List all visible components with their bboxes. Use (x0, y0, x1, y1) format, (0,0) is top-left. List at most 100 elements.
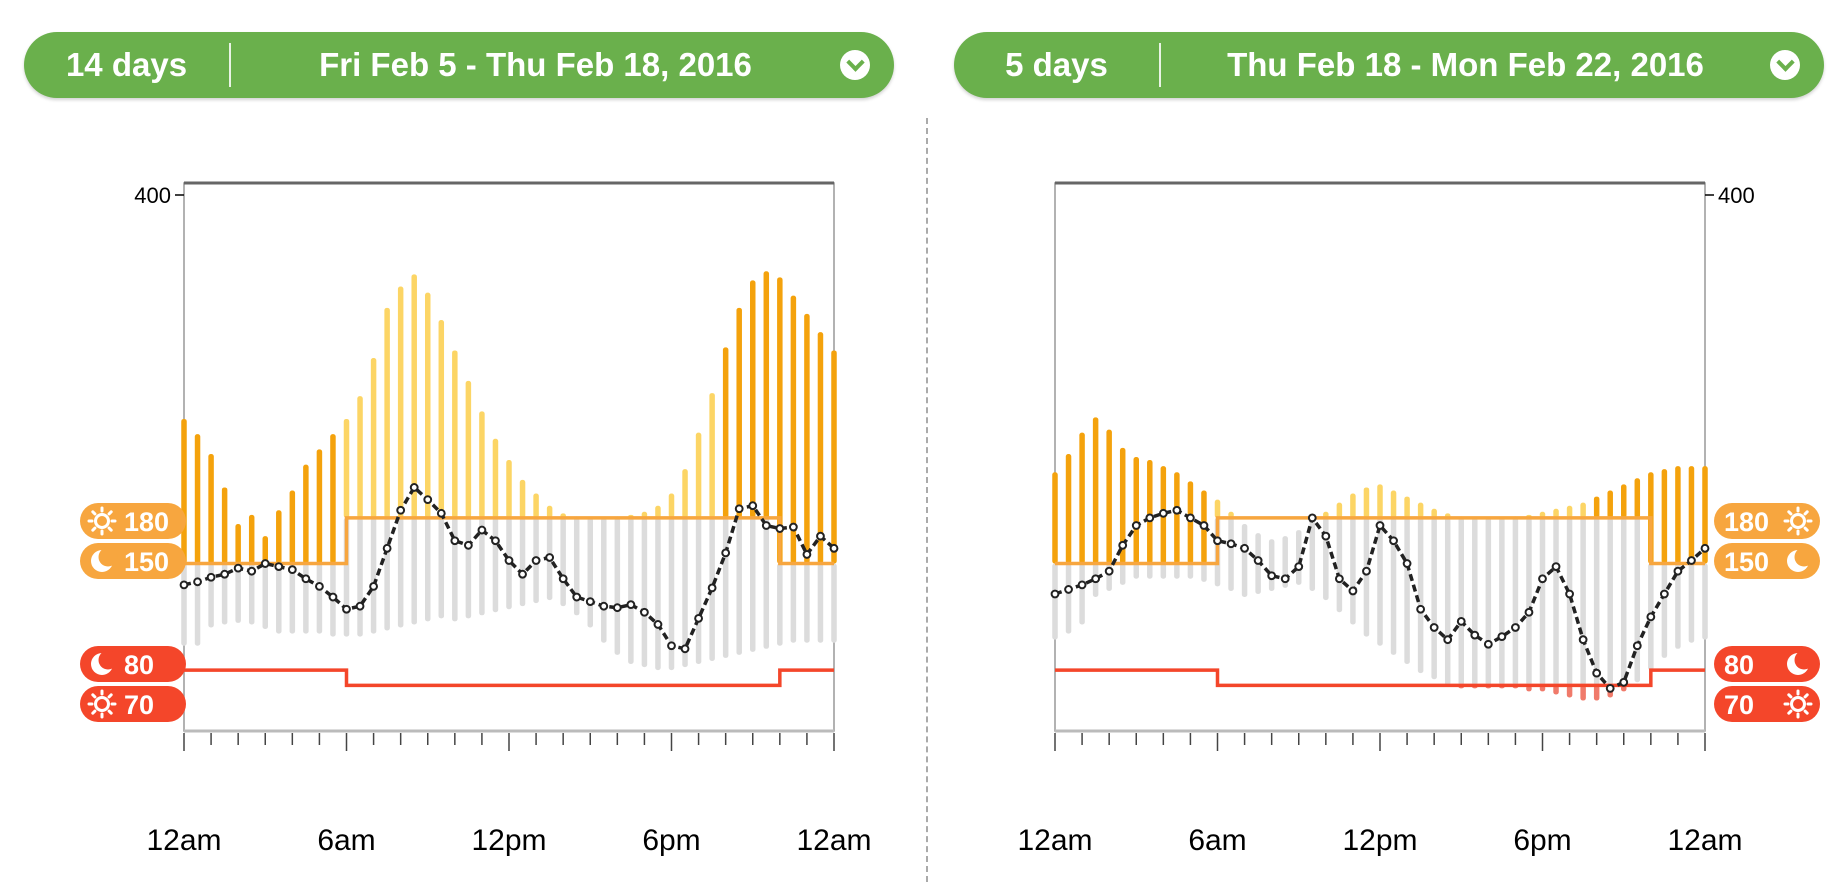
bar-high (303, 464, 309, 564)
median-point (436, 508, 446, 518)
bar-in-range (831, 563, 837, 643)
bar-high (357, 396, 363, 518)
moon-icon (1787, 650, 1814, 675)
high-night-threshold-pill: 150 (1714, 543, 1820, 579)
bar-high (262, 536, 268, 564)
median-point (247, 566, 257, 576)
bar-in-range (1160, 563, 1167, 579)
bar-in-range (1675, 563, 1681, 649)
bar-in-range (695, 517, 702, 665)
bar-high (655, 505, 661, 518)
median-point (301, 574, 311, 584)
bar-high (397, 286, 404, 518)
bar-high (438, 320, 445, 518)
bar-high (533, 493, 539, 518)
bar-high (1350, 493, 1356, 518)
threshold-value: 70 (1724, 690, 1754, 720)
chevron-down-icon[interactable] (1770, 50, 1800, 80)
high-target-line (184, 516, 834, 566)
bar-in-range (1580, 517, 1586, 686)
bar-high (194, 434, 201, 564)
median-point (653, 620, 663, 629)
bar-high (1607, 490, 1613, 518)
bar-in-range (1458, 517, 1464, 686)
median-point (1321, 531, 1331, 541)
x-tick-label: 12pm (1342, 824, 1417, 857)
bar-in-range (1133, 563, 1139, 579)
date-range-label: Thu Feb 18 - Mon Feb 22, 2016 (1227, 46, 1704, 83)
x-tick-label: 6pm (642, 824, 700, 857)
bar-in-range (1431, 517, 1437, 680)
median-point (1348, 586, 1358, 596)
moon-icon (91, 650, 118, 675)
x-tick-label: 12am (1667, 824, 1742, 857)
bar-low (1593, 685, 1600, 701)
median-point (1213, 536, 1222, 546)
bar-in-range (1539, 517, 1546, 686)
bar-in-range (790, 563, 797, 643)
bar-high (370, 358, 377, 518)
threshold-value: 80 (124, 650, 154, 680)
median-point (1443, 635, 1453, 645)
bar-high (722, 347, 729, 518)
median-point (409, 483, 419, 492)
bar-high (384, 307, 390, 518)
bar-high (817, 332, 824, 564)
bar-high (1214, 499, 1221, 518)
bar-high (1390, 490, 1397, 518)
bar-high (1566, 505, 1573, 518)
median-point (734, 504, 744, 514)
bar-in-range (763, 517, 770, 649)
median-point (504, 556, 514, 565)
median-point (1131, 521, 1141, 530)
median-point (342, 604, 351, 614)
median-point (748, 501, 758, 511)
threshold-value: 180 (1724, 507, 1769, 537)
bar-high (546, 505, 553, 518)
date-range-header[interactable]: 5 days Thu Feb 18 - Mon Feb 22, 2016 (954, 32, 1824, 98)
median-point (1253, 556, 1263, 565)
days-label: 14 days (65, 46, 188, 83)
bar-in-range (276, 563, 282, 634)
x-tick-label: 12am (146, 824, 221, 857)
bar-in-range (1052, 563, 1058, 640)
median-point (315, 581, 324, 591)
median-point (802, 550, 812, 559)
bar-in-range (587, 517, 593, 628)
median-point (1632, 641, 1642, 651)
bar-in-range (1309, 520, 1316, 591)
bar-high (1377, 484, 1383, 518)
bar-in-range (1444, 517, 1451, 686)
median-point (274, 562, 284, 571)
date-range-header[interactable]: 14 days Fri Feb 5 - Thu Feb 18, 2016 (24, 32, 894, 98)
median-point (382, 543, 392, 553)
bar-in-range (601, 517, 607, 643)
bar-high (1147, 460, 1153, 564)
bar-in-range (641, 517, 648, 668)
bar-high (668, 493, 675, 518)
median-point (1700, 543, 1710, 553)
bar-in-range (1417, 517, 1424, 674)
threshold-value: 180 (124, 507, 169, 537)
median-point (1172, 505, 1182, 515)
low-night-threshold-pill: 80 (1714, 646, 1820, 682)
bar-in-range (492, 517, 499, 613)
chevron-down-icon[interactable] (840, 50, 870, 80)
median-point (1118, 540, 1128, 550)
bar-high (519, 479, 526, 518)
median-point (612, 603, 622, 613)
median-point (558, 574, 568, 584)
bar-in-range (1268, 539, 1275, 591)
bar-in-range (1702, 563, 1708, 640)
bar-in-range (370, 517, 377, 634)
median-point (1294, 562, 1304, 571)
median-point (1687, 556, 1696, 565)
median-point (1483, 639, 1493, 649)
median-point (1673, 566, 1683, 576)
header-separator (1159, 43, 1161, 87)
low-alarm-line (1055, 668, 1705, 688)
bar-low (1553, 685, 1559, 695)
bar-high (181, 418, 187, 564)
median-point (1578, 635, 1588, 645)
bar-high (1106, 429, 1112, 564)
